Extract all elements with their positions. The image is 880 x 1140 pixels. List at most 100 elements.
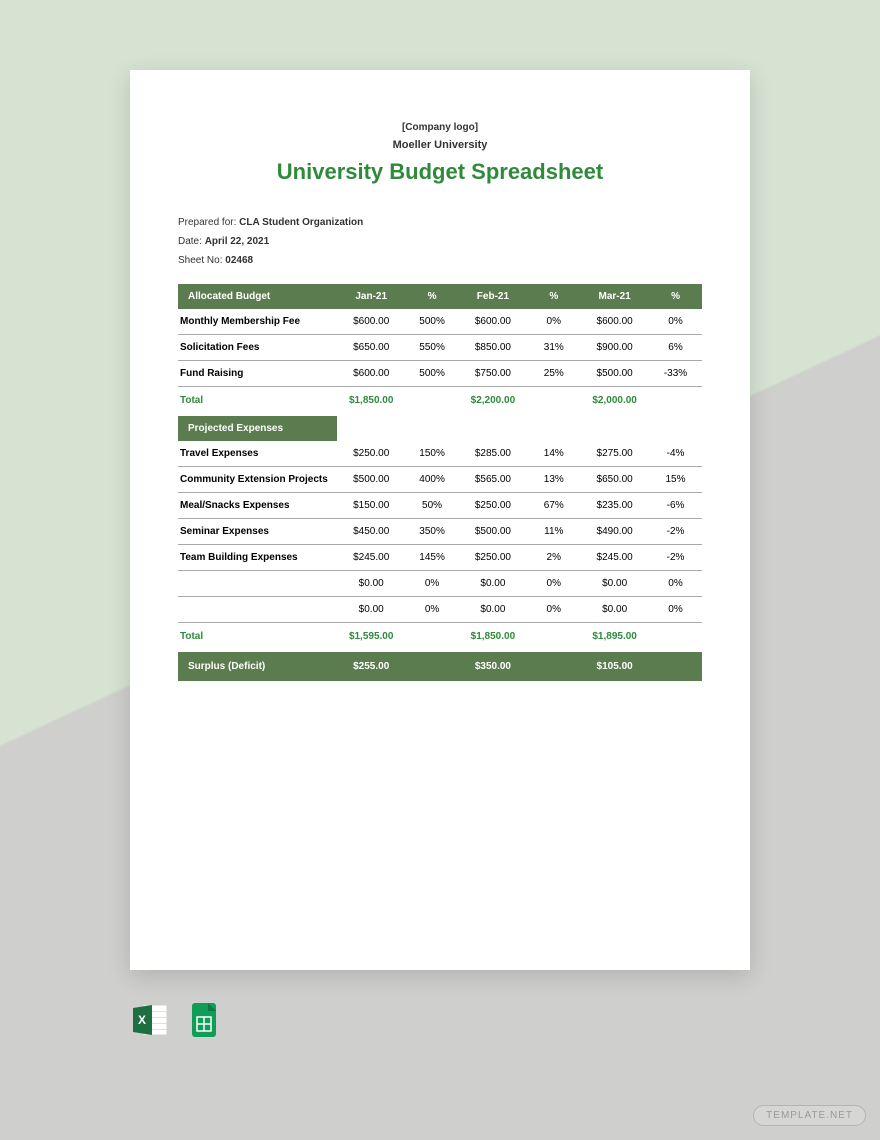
row-label: Meal/Snacks Expenses	[178, 493, 337, 519]
watermark-badge: TEMPLATE.NET	[753, 1105, 866, 1126]
row-mar: $650.00	[580, 467, 649, 493]
surplus-label: Surplus (Deficit)	[178, 652, 337, 681]
table-row: $0.000%$0.000%$0.000%	[178, 597, 702, 623]
row-feb-pct: 2%	[527, 545, 580, 571]
row-feb: $250.00	[459, 545, 528, 571]
row-mar-pct: 0%	[649, 571, 702, 597]
svg-text:X: X	[138, 1013, 146, 1027]
company-name: Moeller University	[178, 139, 702, 151]
row-mar-pct: -6%	[649, 493, 702, 519]
row-feb-pct: 14%	[527, 441, 580, 467]
row-feb-pct: 13%	[527, 467, 580, 493]
table-row: Meal/Snacks Expenses$150.0050%$250.0067%…	[178, 493, 702, 519]
table-row: Travel Expenses$250.00150%$285.0014%$275…	[178, 441, 702, 467]
row-feb-pct: 25%	[527, 361, 580, 387]
row-mar-pct: 15%	[649, 467, 702, 493]
allocated-header-row: Allocated Budget Jan-21 % Feb-21 % Mar-2…	[178, 284, 702, 309]
row-feb: $565.00	[459, 467, 528, 493]
table-row: Solicitation Fees$650.00550%$850.0031%$9…	[178, 335, 702, 361]
row-jan: $600.00	[337, 361, 406, 387]
date-label: Date:	[178, 236, 205, 247]
row-label: Travel Expenses	[178, 441, 337, 467]
table-row: Monthly Membership Fee$600.00500%$600.00…	[178, 309, 702, 335]
row-jan-pct: 0%	[406, 597, 459, 623]
row-feb: $600.00	[459, 309, 528, 335]
google-sheets-icon[interactable]	[184, 1000, 224, 1040]
company-logo-placeholder: [Company logo]	[178, 122, 702, 133]
row-label: Seminar Expenses	[178, 519, 337, 545]
table-row: Fund Raising$600.00500%$750.0025%$500.00…	[178, 361, 702, 387]
row-jan-pct: 50%	[406, 493, 459, 519]
row-feb-pct: 0%	[527, 571, 580, 597]
document-title: University Budget Spreadsheet	[178, 159, 702, 185]
row-jan: $245.00	[337, 545, 406, 571]
row-label	[178, 571, 337, 597]
row-feb: $0.00	[459, 597, 528, 623]
row-jan: $650.00	[337, 335, 406, 361]
row-feb-pct: 67%	[527, 493, 580, 519]
row-mar: $275.00	[580, 441, 649, 467]
row-feb: $850.00	[459, 335, 528, 361]
row-label: Solicitation Fees	[178, 335, 337, 361]
row-jan-pct: 145%	[406, 545, 459, 571]
table-row: Community Extension Projects$500.00400%$…	[178, 467, 702, 493]
meta-block: Prepared for: CLA Student Organization D…	[178, 213, 702, 270]
row-mar: $235.00	[580, 493, 649, 519]
row-feb-pct: 11%	[527, 519, 580, 545]
row-jan: $0.00	[337, 571, 406, 597]
row-jan: $500.00	[337, 467, 406, 493]
col-mar: Mar-21	[580, 284, 649, 309]
surplus-feb: $350.00	[459, 652, 528, 681]
row-mar-pct: 6%	[649, 335, 702, 361]
sheet-no-value: 02468	[225, 255, 253, 266]
row-mar: $500.00	[580, 361, 649, 387]
row-label: Monthly Membership Fee	[178, 309, 337, 335]
prepared-for-label: Prepared for:	[178, 217, 239, 228]
surplus-row: Surplus (Deficit) $255.00 $350.00 $105.0…	[178, 652, 702, 681]
row-feb: $750.00	[459, 361, 528, 387]
row-label: Team Building Expenses	[178, 545, 337, 571]
row-jan-pct: 350%	[406, 519, 459, 545]
expenses-total-feb: $1,850.00	[459, 623, 528, 653]
excel-icon[interactable]: X	[130, 1000, 170, 1040]
row-mar-pct: 0%	[649, 597, 702, 623]
row-jan-pct: 500%	[406, 309, 459, 335]
row-feb-pct: 0%	[527, 597, 580, 623]
expenses-total-mar: $1,895.00	[580, 623, 649, 653]
sheet-no-label: Sheet No:	[178, 255, 225, 266]
table-row: Seminar Expenses$450.00350%$500.0011%$49…	[178, 519, 702, 545]
surplus-jan: $255.00	[337, 652, 406, 681]
allocated-total-feb: $2,200.00	[459, 387, 528, 417]
row-feb: $250.00	[459, 493, 528, 519]
row-feb-pct: 0%	[527, 309, 580, 335]
row-mar-pct: -2%	[649, 545, 702, 571]
row-mar: $0.00	[580, 597, 649, 623]
expenses-total-row: Total $1,595.00 $1,850.00 $1,895.00	[178, 623, 702, 653]
row-mar: $600.00	[580, 309, 649, 335]
row-label: Fund Raising	[178, 361, 337, 387]
row-label	[178, 597, 337, 623]
document-page: [Company logo] Moeller University Univer…	[130, 70, 750, 970]
row-jan: $0.00	[337, 597, 406, 623]
col-feb-pct: %	[527, 284, 580, 309]
row-mar: $900.00	[580, 335, 649, 361]
expenses-header: Projected Expenses	[178, 416, 337, 441]
row-feb-pct: 31%	[527, 335, 580, 361]
col-jan-pct: %	[406, 284, 459, 309]
row-mar: $490.00	[580, 519, 649, 545]
row-jan-pct: 400%	[406, 467, 459, 493]
expenses-total-jan: $1,595.00	[337, 623, 406, 653]
prepared-for-value: CLA Student Organization	[239, 217, 363, 228]
col-jan: Jan-21	[337, 284, 406, 309]
table-row: Team Building Expenses$245.00145%$250.00…	[178, 545, 702, 571]
col-feb: Feb-21	[459, 284, 528, 309]
expenses-header-row: Projected Expenses	[178, 416, 702, 441]
row-jan-pct: 500%	[406, 361, 459, 387]
row-mar-pct: -33%	[649, 361, 702, 387]
row-mar: $0.00	[580, 571, 649, 597]
row-feb: $285.00	[459, 441, 528, 467]
row-jan-pct: 150%	[406, 441, 459, 467]
allocated-total-row: Total $1,850.00 $2,200.00 $2,000.00	[178, 387, 702, 417]
allocated-total-mar: $2,000.00	[580, 387, 649, 417]
row-feb: $0.00	[459, 571, 528, 597]
